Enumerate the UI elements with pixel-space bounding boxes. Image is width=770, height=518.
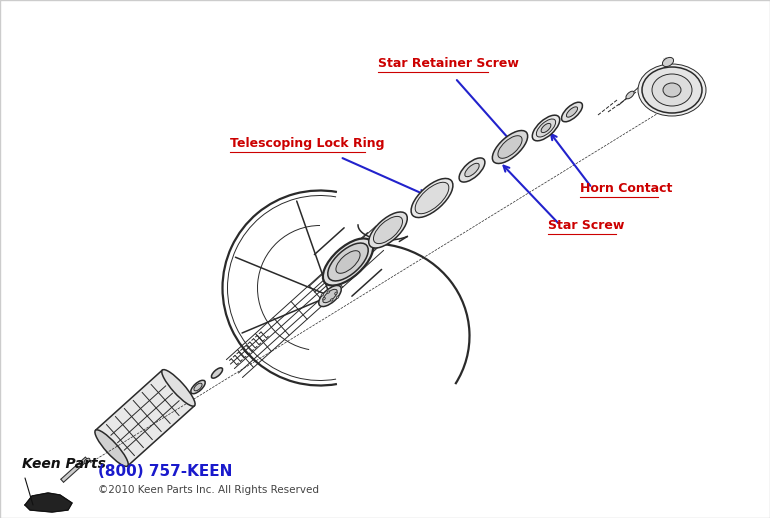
Ellipse shape <box>191 380 205 394</box>
Ellipse shape <box>561 102 582 122</box>
Ellipse shape <box>532 115 560 141</box>
Ellipse shape <box>194 383 202 391</box>
Ellipse shape <box>336 296 339 298</box>
Ellipse shape <box>335 292 337 295</box>
Ellipse shape <box>537 119 556 137</box>
Text: ©2010 Keen Parts Inc. All Rights Reserved: ©2010 Keen Parts Inc. All Rights Reserve… <box>98 485 319 495</box>
Ellipse shape <box>323 297 326 300</box>
Polygon shape <box>25 493 72 512</box>
Ellipse shape <box>492 131 527 164</box>
Ellipse shape <box>369 212 407 248</box>
Ellipse shape <box>323 238 373 285</box>
Ellipse shape <box>567 107 578 117</box>
Ellipse shape <box>411 178 453 218</box>
Ellipse shape <box>498 136 522 159</box>
Text: Telescoping Lock Ring: Telescoping Lock Ring <box>230 137 384 150</box>
Ellipse shape <box>541 123 551 133</box>
Ellipse shape <box>319 285 341 307</box>
Ellipse shape <box>162 370 195 406</box>
Ellipse shape <box>95 430 129 466</box>
Text: (800) 757-KEEN: (800) 757-KEEN <box>98 464 233 479</box>
Ellipse shape <box>330 299 333 301</box>
Ellipse shape <box>212 368 223 378</box>
Ellipse shape <box>84 458 90 464</box>
Ellipse shape <box>652 74 692 106</box>
Text: Star Screw: Star Screw <box>548 219 624 232</box>
Ellipse shape <box>336 251 360 274</box>
Ellipse shape <box>642 67 702 113</box>
Ellipse shape <box>465 163 479 177</box>
Ellipse shape <box>638 64 706 116</box>
Ellipse shape <box>662 57 674 67</box>
Ellipse shape <box>663 83 681 97</box>
Ellipse shape <box>415 182 449 214</box>
Ellipse shape <box>373 217 403 243</box>
Ellipse shape <box>323 289 337 303</box>
Ellipse shape <box>328 243 368 281</box>
Polygon shape <box>61 457 88 482</box>
Polygon shape <box>95 370 195 466</box>
Ellipse shape <box>327 291 330 293</box>
Ellipse shape <box>459 158 485 182</box>
Ellipse shape <box>626 91 634 99</box>
Ellipse shape <box>321 294 323 296</box>
Text: Keen Parts: Keen Parts <box>22 457 106 471</box>
Text: Star Retainer Screw: Star Retainer Screw <box>378 57 519 70</box>
Text: Horn Contact: Horn Contact <box>580 182 672 195</box>
